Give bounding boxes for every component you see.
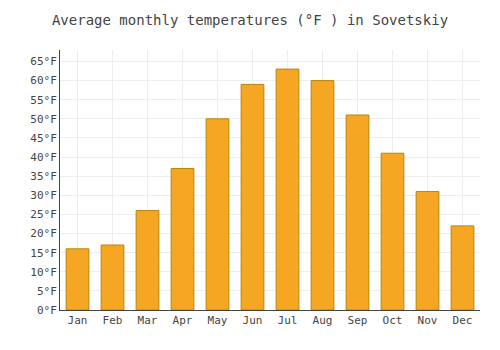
svg-text:Jun: Jun <box>243 314 263 327</box>
svg-text:May: May <box>208 314 228 327</box>
svg-text:Dec: Dec <box>453 314 473 327</box>
svg-text:40°F: 40°F <box>30 151 57 164</box>
svg-text:60°F: 60°F <box>30 74 57 87</box>
svg-text:Apr: Apr <box>173 314 193 327</box>
svg-text:25°F: 25°F <box>30 208 57 221</box>
svg-text:45°F: 45°F <box>30 132 57 145</box>
svg-text:Jan: Jan <box>68 314 88 327</box>
svg-text:30°F: 30°F <box>30 189 57 202</box>
svg-text:50°F: 50°F <box>30 113 57 126</box>
svg-text:Aug: Aug <box>313 314 333 327</box>
svg-text:Nov: Nov <box>418 314 438 327</box>
svg-text:0°F: 0°F <box>37 304 57 317</box>
svg-text:20°F: 20°F <box>30 227 57 240</box>
svg-text:15°F: 15°F <box>30 247 57 260</box>
svg-text:65°F: 65°F <box>30 55 57 68</box>
svg-text:55°F: 55°F <box>30 94 57 107</box>
svg-text:Sep: Sep <box>348 314 368 327</box>
svg-text:10°F: 10°F <box>30 266 57 279</box>
svg-text:Feb: Feb <box>103 314 123 327</box>
svg-text:35°F: 35°F <box>30 170 57 183</box>
svg-text:Jul: Jul <box>278 314 298 327</box>
svg-text:Mar: Mar <box>138 314 158 327</box>
svg-text:5°F: 5°F <box>37 285 57 298</box>
svg-text:Oct: Oct <box>383 314 403 327</box>
svg-text:Average monthly temperatures (: Average monthly temperatures (°F ) in So… <box>52 12 448 28</box>
